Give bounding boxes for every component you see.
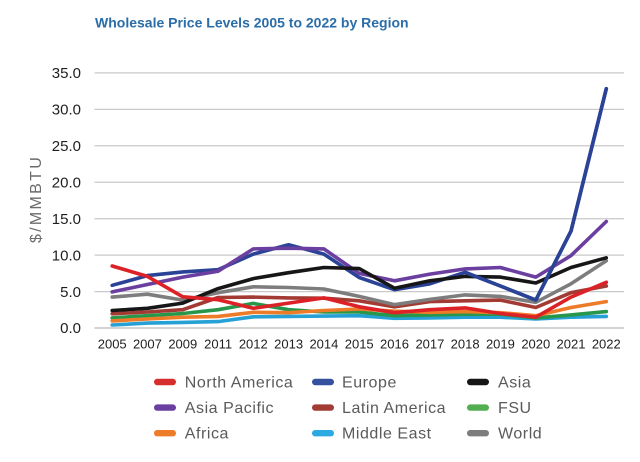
svg-text:FSU: FSU [498, 400, 532, 417]
svg-text:Middle East: Middle East [342, 426, 432, 443]
svg-text:Europe: Europe [342, 374, 397, 391]
svg-text:Africa: Africa [185, 426, 229, 443]
svg-text:20.0: 20.0 [52, 174, 81, 191]
svg-text:2013: 2013 [274, 336, 303, 351]
svg-text:2007: 2007 [133, 336, 162, 351]
svg-text:2011: 2011 [204, 336, 232, 351]
svg-text:2012: 2012 [239, 336, 268, 351]
svg-text:2009: 2009 [168, 336, 197, 351]
svg-text:15.0: 15.0 [52, 211, 81, 228]
svg-text:Wholesale Price Levels 2005 to: Wholesale Price Levels 2005 to 2022 by R… [95, 15, 409, 31]
svg-text:$/MMBTU: $/MMBTU [28, 155, 45, 243]
svg-text:2018: 2018 [451, 336, 480, 351]
svg-text:0.0: 0.0 [60, 320, 81, 337]
svg-text:2021: 2021 [557, 336, 586, 351]
svg-text:2016: 2016 [380, 336, 409, 351]
svg-text:2022: 2022 [592, 336, 621, 351]
svg-text:2015: 2015 [345, 336, 374, 351]
svg-text:World: World [498, 426, 542, 443]
svg-text:2014: 2014 [309, 336, 338, 351]
svg-text:35.0: 35.0 [52, 65, 81, 82]
svg-text:2020: 2020 [521, 336, 550, 351]
svg-text:5.0: 5.0 [60, 284, 81, 301]
svg-text:2005: 2005 [98, 336, 127, 351]
svg-text:Latin America: Latin America [342, 400, 446, 417]
svg-text:30.0: 30.0 [52, 102, 81, 119]
svg-text:10.0: 10.0 [52, 247, 81, 264]
svg-text:2019: 2019 [486, 336, 515, 351]
svg-text:2017: 2017 [415, 336, 444, 351]
svg-text:Asia Pacific: Asia Pacific [185, 400, 274, 417]
svg-text:Asia: Asia [498, 374, 531, 391]
svg-text:North America: North America [185, 374, 294, 391]
svg-text:25.0: 25.0 [52, 138, 81, 155]
